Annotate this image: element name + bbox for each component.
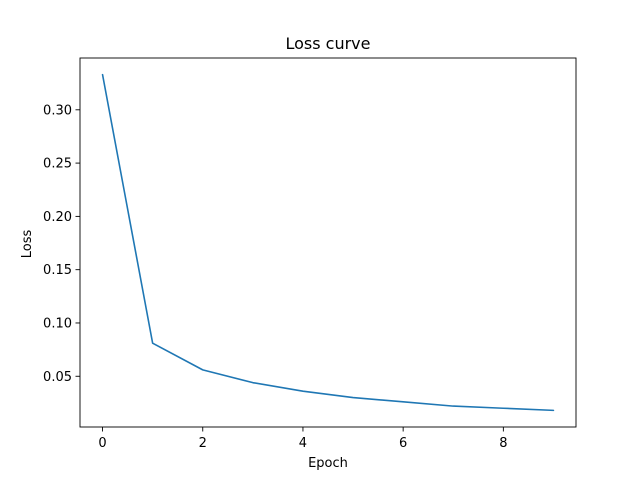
plot-frame: [79, 57, 577, 428]
x-tick-label: 2: [199, 436, 207, 451]
y-tick-label: 0.10: [43, 316, 72, 331]
loss-series-line: [101, 73, 555, 412]
y-tick-label: 0.20: [43, 210, 72, 225]
x-tick-label: 6: [399, 436, 407, 451]
x-tick-label: 0: [98, 436, 106, 451]
x-tick-label: 8: [499, 436, 507, 451]
x-axis-label: Epoch: [308, 456, 348, 471]
x-tick-label: 4: [299, 436, 307, 451]
y-axis-label: Loss: [20, 230, 35, 259]
chart-title: Loss curve: [285, 34, 370, 53]
y-tick-label: 0.15: [43, 263, 72, 278]
y-tick-label: 0.05: [43, 370, 72, 385]
y-tick-label: 0.25: [43, 157, 72, 172]
plot-area: 0 2 4 6 8 0.05 0.10 0.15 0.20 0.25 0.30: [43, 57, 577, 451]
y-tick-label: 0.30: [43, 103, 72, 118]
